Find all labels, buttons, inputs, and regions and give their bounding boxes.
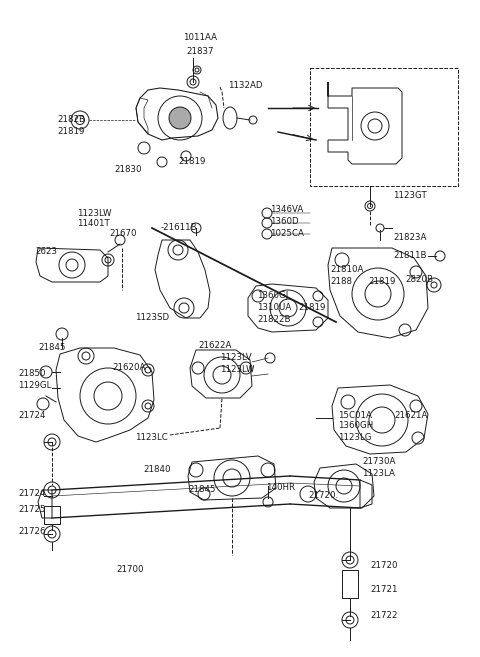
Text: 21720: 21720 (370, 562, 397, 570)
Text: 21620A: 21620A (112, 363, 145, 373)
Text: 21845: 21845 (188, 486, 216, 495)
Text: 21621A: 21621A (394, 411, 427, 420)
Text: 21811B: 21811B (393, 250, 427, 260)
Text: 15C01A: 15C01A (338, 411, 372, 420)
Text: 21724: 21724 (18, 489, 46, 499)
Text: 21622A: 21622A (198, 340, 232, 350)
Text: 1360GJ: 1360GJ (257, 290, 288, 300)
Text: 1123LC: 1123LC (135, 432, 168, 442)
Text: 21810A: 21810A (330, 265, 363, 275)
Text: 140HR: 140HR (266, 484, 295, 493)
Text: 21819: 21819 (178, 156, 205, 166)
Text: 1123LV: 1123LV (220, 353, 252, 363)
Text: 1132AD: 1132AD (228, 81, 263, 89)
Bar (342, 570, 358, 598)
Text: 1123LW: 1123LW (77, 208, 111, 217)
Text: 21724: 21724 (18, 411, 46, 420)
Text: 1123SD: 1123SD (135, 313, 169, 323)
Text: 1346VA: 1346VA (270, 206, 303, 214)
Text: 21830: 21830 (114, 166, 142, 175)
Text: 21845: 21845 (38, 344, 65, 353)
Bar (44, 506, 60, 524)
Text: 21725: 21725 (18, 505, 46, 514)
Text: 1310UA: 1310UA (257, 304, 291, 313)
Text: 21722: 21722 (370, 612, 397, 620)
Text: 21840: 21840 (144, 466, 171, 474)
Text: 1360D: 1360D (270, 217, 299, 225)
Text: 2188: 2188 (330, 277, 352, 286)
Text: 2182B: 2182B (57, 116, 85, 124)
Text: 1129GL: 1129GL (18, 382, 51, 390)
Text: 1123LA: 1123LA (362, 470, 395, 478)
Text: 21819: 21819 (368, 277, 396, 286)
Text: 21837: 21837 (186, 47, 214, 57)
Text: -21611B: -21611B (161, 223, 198, 233)
Text: 1360GH: 1360GH (338, 422, 373, 430)
Text: 1011AA: 1011AA (183, 34, 217, 43)
Text: 21721: 21721 (370, 585, 397, 595)
Text: 1123LG: 1123LG (338, 432, 372, 442)
Text: 21819: 21819 (298, 304, 325, 313)
Text: 21700: 21700 (116, 566, 144, 574)
Text: 1123LW: 1123LW (220, 365, 254, 373)
Text: 21850: 21850 (18, 369, 46, 378)
Text: 21823A: 21823A (393, 233, 426, 242)
Text: 21670: 21670 (109, 229, 136, 238)
Text: 21822B: 21822B (257, 315, 290, 325)
Circle shape (169, 107, 191, 129)
Text: 1123GT: 1123GT (393, 191, 427, 200)
Text: 11401T: 11401T (77, 219, 110, 229)
Text: 2820B: 2820B (405, 275, 433, 284)
Bar (310, 68, 458, 186)
Text: 21730A: 21730A (362, 457, 396, 466)
Text: 21720.: 21720. (308, 491, 338, 501)
Text: 21819: 21819 (57, 127, 84, 137)
Text: 1025CA: 1025CA (270, 229, 304, 237)
Text: 21726: 21726 (18, 528, 46, 537)
Text: 2623: 2623 (35, 248, 57, 256)
